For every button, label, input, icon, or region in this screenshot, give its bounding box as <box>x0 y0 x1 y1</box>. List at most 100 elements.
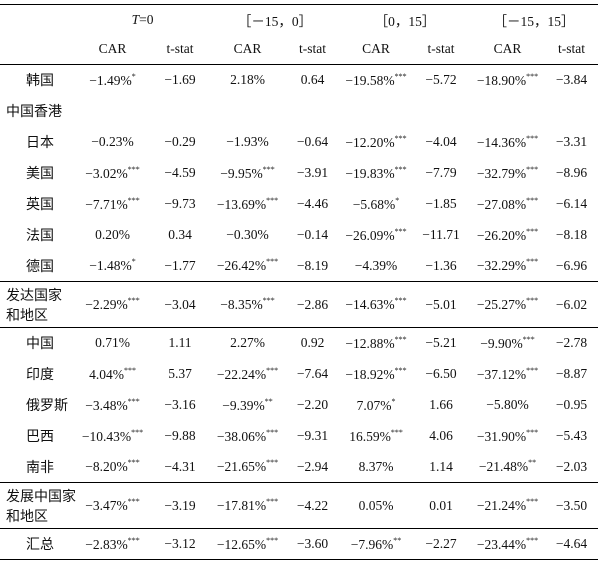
t-stat-cell: −0.64 <box>296 134 329 149</box>
significance: *** <box>394 71 407 81</box>
t-stat-cell: −4.46 <box>296 196 329 211</box>
car-value: −5.68% <box>352 196 396 212</box>
table-row: 日本 −0.23% −0.29 −1.93% −0.64 −12.20%*** −4.04−… <box>0 127 598 158</box>
empty-cell <box>470 96 545 127</box>
table-row: 印度 4.04%*** 5.37 −22.24%*** −7.64 −18.92%*** −… <box>0 359 598 390</box>
period-header: ［－15，0］ <box>237 13 313 29</box>
t-stat-cell: −6.96 <box>555 257 588 273</box>
row-label: 德国 <box>26 259 54 275</box>
car-value: −8.35% <box>220 297 263 312</box>
t-stat-cell: 1.14 <box>429 458 453 474</box>
car-cell: −38.06%*** <box>210 421 285 452</box>
row-label: 美国 <box>26 167 54 182</box>
table-row: 发达国家 和地区 −2.29%*** −3.04 −8.35%*** −2.86 −14.6… <box>0 282 598 328</box>
t-stat-cell: −4.22 <box>296 497 329 513</box>
car-value: −25.27% <box>476 297 527 312</box>
car-value: −9.95% <box>220 165 263 181</box>
car-value: −1.48% <box>89 258 132 274</box>
significance: *** <box>266 365 279 375</box>
car-value: −21.24% <box>476 498 527 513</box>
significance: *** <box>526 497 539 506</box>
car-value: −1.93% <box>226 134 269 149</box>
car-cell: −37.12%*** <box>470 359 545 390</box>
car-cell: −2.83%*** <box>75 529 150 560</box>
significance: *** <box>526 164 539 174</box>
row-label: 南非 <box>26 460 54 476</box>
t-stat-cell: −3.50 <box>555 497 588 513</box>
car-cell: −19.58%*** <box>340 65 412 96</box>
period-header: ［－15，15］ <box>493 13 575 29</box>
car-cell: 2.18% <box>210 65 285 96</box>
car-cell: −19.83%*** <box>340 158 412 189</box>
t-stat-cell: 5.37 <box>168 366 192 381</box>
t-stat-cell: −2.20 <box>296 397 329 412</box>
car-cell: −9.39%** <box>210 390 285 421</box>
significance: *** <box>262 164 275 174</box>
significance: *** <box>526 257 539 267</box>
significance: * <box>131 71 136 81</box>
car-value: −1.49% <box>89 72 132 88</box>
significance: *** <box>522 334 535 344</box>
significance: *** <box>127 296 140 305</box>
table-row: 汇总 −2.83%*** −3.12 −12.65%*** −3.60 −7.96%** −… <box>0 529 598 560</box>
row-label: 汇总 <box>26 538 54 553</box>
car-cell: −1.93% <box>210 127 285 158</box>
significance: *** <box>127 396 140 406</box>
car-value: −21.48% <box>478 459 529 475</box>
empty-cell <box>210 96 285 127</box>
t-stat-cell: −8.87 <box>555 366 588 381</box>
significance: *** <box>127 458 140 468</box>
car-value: −26.20% <box>476 227 527 243</box>
car-cell: 0.71% <box>75 328 150 359</box>
car-value: −3.02% <box>85 165 128 181</box>
car-value: −32.29% <box>476 258 527 274</box>
significance: *** <box>526 365 539 375</box>
t-stat-cell: −8.18 <box>555 227 588 242</box>
significance: ** <box>264 396 273 406</box>
car-cell: −9.90%*** <box>470 328 545 359</box>
car-cell: 8.37% <box>340 452 412 483</box>
car-cell: −25.27%*** <box>470 282 545 328</box>
significance: *** <box>526 427 539 437</box>
car-cell: −26.42%*** <box>210 251 285 282</box>
table-row: 巴西 −10.43%*** −9.88 −38.06%*** −9.31 16.59%**… <box>0 421 598 452</box>
car-value: −12.20% <box>345 134 395 150</box>
row-label: 中国 <box>26 337 54 353</box>
sub-header: CAR <box>98 41 127 57</box>
t-stat-cell: −4.64 <box>555 536 588 551</box>
sub-header: t-stat <box>166 41 194 57</box>
t-stat-cell: −6.50 <box>425 366 457 381</box>
sub-header: t-stat <box>558 41 586 57</box>
car-cell: 7.07%* <box>340 390 412 421</box>
period-header: T=0 <box>75 5 210 35</box>
sub-header: CAR <box>233 41 262 57</box>
significance: *** <box>123 365 136 375</box>
car-value: −7.71% <box>85 196 128 212</box>
t-stat-cell: −0.29 <box>164 134 196 149</box>
table-row: 南非 −8.20%*** −4.31 −21.65%*** −2.94 8.37% 1.14… <box>0 452 598 483</box>
car-cell: −14.63%*** <box>340 282 412 328</box>
car-value: 4.04% <box>89 366 124 382</box>
table-row: 中国 0.71% 1.11 2.27% 0.92 −12.88%*** −5.21 −9.90… <box>0 328 598 359</box>
significance: ** <box>393 535 402 545</box>
table-row: 韩国 −1.49%* −1.69 2.18% 0.64 −19.58%*** −5.72 −1… <box>0 65 598 96</box>
t-stat-cell: −6.14 <box>555 196 588 211</box>
t-stat-cell: 1.66 <box>429 397 453 412</box>
significance: *** <box>127 497 140 506</box>
car-cell: −23.44%*** <box>470 529 545 560</box>
t-stat-cell: −5.43 <box>555 428 588 443</box>
car-value: −23.44% <box>476 536 527 552</box>
significance: *** <box>526 133 539 143</box>
row-group: 汇总 −2.83%*** −3.12 −12.65%*** −3.60 −7.96%** −… <box>0 529 598 560</box>
significance: *** <box>262 296 275 305</box>
significance: * <box>395 195 400 205</box>
t-stat-cell: −4.04 <box>425 134 457 149</box>
car-cell: −5.80% <box>470 390 545 421</box>
significance: *** <box>266 257 279 267</box>
car-cell: −0.23% <box>75 127 150 158</box>
car-value: −31.90% <box>476 428 527 444</box>
table-row: 俄罗斯 −3.48%*** −3.16 −9.39%** −2.20 7.07%* 1.66… <box>0 390 598 421</box>
row-label: 中国香港 <box>6 105 62 120</box>
car-cell: 0.20% <box>75 220 150 251</box>
header-row: T=0 ［－15，0］ ［0，15］ ［－15，15］ <box>0 5 598 35</box>
